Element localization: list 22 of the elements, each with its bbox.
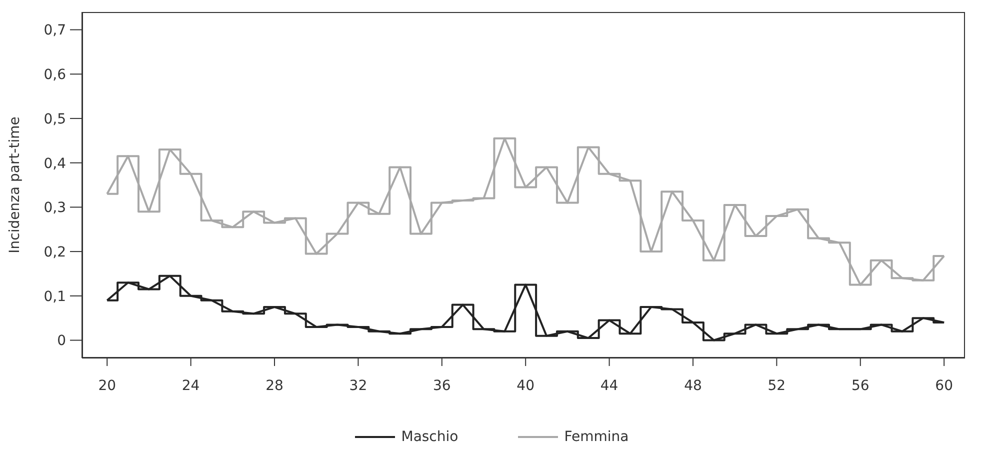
y-tick-label: 0,7 xyxy=(44,22,66,39)
x-tick-label: 20 xyxy=(98,378,116,394)
y-tick-label: 0,6 xyxy=(44,67,66,84)
x-tick-label: 32 xyxy=(349,378,368,394)
y-tick-label: 0,3 xyxy=(44,200,66,216)
x-tick-label: 44 xyxy=(600,378,618,394)
x-tick-label: 40 xyxy=(516,378,535,394)
y-tick-label: 0,1 xyxy=(44,288,66,305)
legend-label: Femmina xyxy=(564,429,629,445)
x-tick-label: 60 xyxy=(935,378,953,394)
y-axis-title: Incidenza part-time xyxy=(6,116,23,254)
x-tick-label: 36 xyxy=(432,378,451,394)
legend-label: Maschio xyxy=(401,429,458,445)
y-tick-label: 0,5 xyxy=(44,111,66,128)
y-tick-label: 0,2 xyxy=(44,244,66,261)
y-tick-label: 0 xyxy=(57,333,66,350)
y-tick-label: 0,4 xyxy=(44,156,66,172)
x-tick-label: 48 xyxy=(684,378,702,394)
x-tick-label: 56 xyxy=(851,378,870,394)
x-tick-label: 52 xyxy=(768,378,786,394)
x-tick-label: 28 xyxy=(266,378,284,394)
x-tick-label: 24 xyxy=(182,378,200,394)
